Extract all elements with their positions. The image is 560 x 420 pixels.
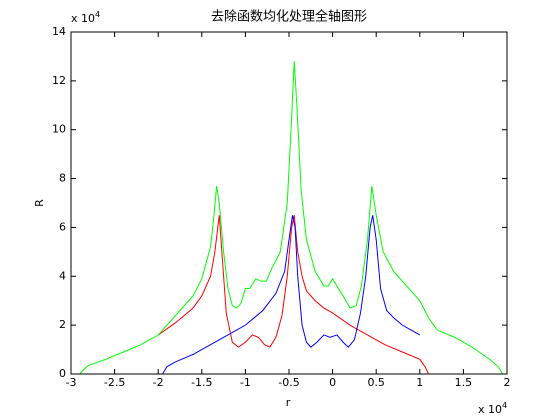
- chart-title: 去除函数均化处理全轴图形: [211, 9, 367, 25]
- x-tick-label: -1: [240, 376, 251, 389]
- x-multiplier-base: x 10: [478, 403, 502, 416]
- data-line: [157, 215, 429, 375]
- x-tick-label: 1: [416, 376, 423, 389]
- x-tick-label: -0.5: [278, 376, 299, 389]
- x-tick-label: -1.5: [191, 376, 212, 389]
- x-tick-label: -3: [66, 376, 77, 389]
- y-tick-label: 6: [59, 220, 66, 233]
- x-tick-label: -2: [153, 376, 164, 389]
- y-tick-label: 0: [59, 367, 66, 380]
- y-axis-label: R: [33, 199, 46, 207]
- x-tick-label: 1.5: [455, 376, 473, 389]
- x-tick-label: 0.5: [367, 376, 385, 389]
- y-tick-label: 8: [59, 172, 66, 185]
- y-tick-label: 10: [52, 123, 66, 136]
- x-tick-label: 2: [504, 376, 511, 389]
- y-tick-label: 4: [59, 269, 66, 282]
- y-multiplier: x 104: [71, 10, 100, 26]
- x-tick-label: -2.5: [104, 376, 125, 389]
- x-axis-label: r: [286, 396, 291, 409]
- x-multiplier: x 104: [478, 401, 507, 417]
- y-tick-label: 2: [59, 318, 66, 331]
- x-tick-label: 0: [329, 376, 336, 389]
- y-multiplier-exponent: 4: [95, 10, 100, 19]
- data-line: [79, 61, 504, 375]
- y-tick-label: 14: [52, 25, 66, 38]
- data-line: [162, 215, 421, 375]
- y-multiplier-base: x 10: [71, 12, 95, 25]
- y-tick-label: 12: [52, 74, 66, 87]
- x-multiplier-exponent: 4: [502, 401, 507, 410]
